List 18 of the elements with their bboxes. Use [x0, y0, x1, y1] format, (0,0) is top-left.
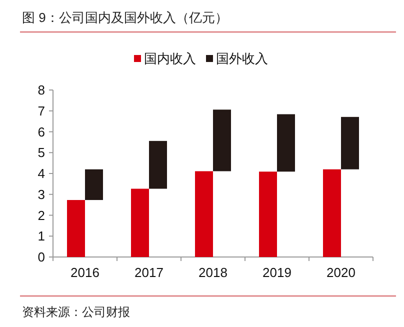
y-tick-label: 6	[38, 124, 45, 140]
y-tick-label: 4	[38, 166, 45, 181]
x-tick-label: 2017	[134, 265, 164, 280]
y-tick-label: 0	[38, 250, 45, 264]
y-tick-label: 7	[38, 103, 45, 118]
x-tick-label: 2018	[198, 265, 228, 280]
x-tick-label: 2019	[262, 265, 292, 280]
y-tick-label: 1	[38, 228, 45, 244]
legend-label: 国内收入	[144, 51, 196, 66]
y-tick-label: 2	[38, 208, 45, 223]
title: 图 9：公司国内及国外收入（亿元）	[22, 10, 228, 25]
x-tick-label: 2020	[326, 265, 356, 280]
legend-label: 国外收入	[216, 51, 268, 66]
text: 资料来源：公司财报	[22, 305, 130, 319]
y-tick-label: 5	[38, 145, 45, 160]
y-tick-label: 3	[38, 186, 45, 202]
x-tick-label: 2016	[70, 265, 100, 280]
y-tick-label: 8	[38, 82, 45, 98]
